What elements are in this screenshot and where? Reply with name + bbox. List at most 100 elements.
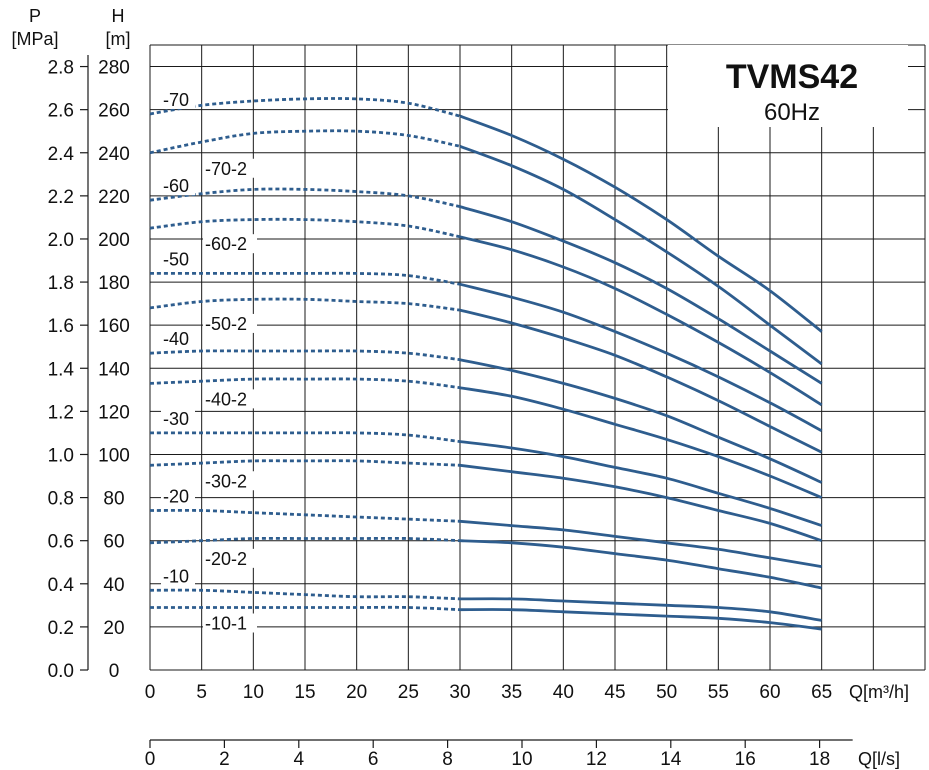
curve-solid-segment — [459, 114, 823, 333]
curve-label-background — [161, 329, 195, 349]
head-tick-label: 80 — [103, 489, 124, 510]
curve-label: -60-2 — [205, 234, 247, 254]
curve-solid-segment — [459, 205, 823, 385]
flow-m3h-tick-label: 10 — [243, 682, 264, 703]
curve-label: -40 — [163, 329, 189, 349]
head-tick-label: 220 — [98, 187, 130, 208]
flow-m3h-tick-label: 40 — [553, 682, 574, 703]
pressure-axis-label: P — [29, 6, 41, 26]
curve-dotted-segment — [149, 536, 461, 545]
curve-solid-segment — [459, 308, 823, 454]
head-tick-label: 100 — [98, 445, 130, 466]
head-tick-label: 280 — [98, 58, 130, 79]
pressure-tick-label: 0.4 — [48, 575, 75, 596]
flow-m3h-tick-label: 35 — [501, 682, 522, 703]
curve-label: -60 — [163, 176, 189, 196]
head-tick-label: 140 — [98, 359, 130, 380]
flow-ls-tick-label: 2 — [219, 749, 230, 770]
curve-solid-segment — [459, 539, 822, 590]
curve-label: -10 — [163, 566, 189, 586]
flow-m3h-tick-label: 15 — [294, 682, 315, 703]
pressure-tick-label: 1.2 — [48, 402, 74, 423]
curve-label: -20 — [163, 487, 189, 507]
curve-label-background — [203, 158, 257, 178]
head-tick-label: 60 — [103, 532, 124, 553]
head-axis-unit: [m] — [106, 29, 131, 49]
flow-m3h-tick-label: 50 — [656, 682, 677, 703]
curve-label-background — [161, 176, 195, 196]
pressure-tick-label: 0.8 — [48, 489, 74, 510]
flow-ls-tick-label: 10 — [511, 749, 532, 770]
flow-axis-label-ls: Q[l/s] — [858, 749, 900, 769]
curve-dotted-segment — [149, 377, 461, 390]
curve-label: -20-2 — [205, 549, 247, 569]
curve-dotted-segment — [149, 349, 461, 362]
curve-label: -30-2 — [205, 471, 247, 491]
flow-axis-label-m3h: Q[m³/h] — [849, 682, 909, 702]
curve-label-background — [203, 613, 257, 633]
head-axis-label: H — [112, 6, 125, 26]
curve-label-background — [161, 408, 195, 428]
curve-label-background — [203, 548, 257, 568]
pressure-tick-label: 2.4 — [48, 144, 75, 165]
curve-dotted-segment — [149, 431, 461, 443]
curves: -70 -70-2 -60 -60-2 -50 -50-2 -40 -40-2 -30 -30-2… — [149, 89, 823, 634]
curve-solid-segment — [459, 235, 823, 407]
curve-solid-segment — [459, 440, 823, 527]
curve-label-background — [161, 566, 195, 586]
curve-solid-segment — [459, 463, 823, 543]
flow-m3h-tick-label: 5 — [196, 682, 207, 703]
curve-dotted-segment — [149, 187, 461, 208]
curve-solid-segment — [459, 519, 822, 568]
flow-ls-tick-label: 16 — [735, 749, 756, 770]
pressure-tick-label: 2.8 — [48, 58, 74, 79]
flow-ls-tick-label: 8 — [442, 749, 453, 770]
flow-ls-tick-label: 4 — [294, 749, 305, 770]
flow-ls-tick-label: 14 — [660, 749, 682, 770]
flow-ls-tick-label: 12 — [586, 749, 607, 770]
flow-ls-tick-label: 0 — [145, 749, 156, 770]
curve-dotted-segment — [149, 508, 461, 523]
axes: 0204060801001201401601802002202402602800… — [48, 55, 853, 770]
pressure-tick-label: 0.2 — [48, 618, 74, 639]
head-tick-label: 200 — [98, 230, 130, 251]
curve-dotted-segment — [149, 459, 461, 467]
curve-label-background — [203, 389, 257, 409]
curve-label: -10-1 — [205, 614, 247, 634]
flow-m3h-tick-label: 20 — [346, 682, 367, 703]
chart-subtitle: 60Hz — [764, 99, 820, 126]
head-tick-label: 160 — [98, 316, 130, 337]
curve-solid-segment — [459, 358, 823, 484]
curve-label: -50-2 — [205, 314, 247, 334]
curve-label-background — [203, 313, 257, 333]
pressure-tick-label: 2.6 — [48, 101, 74, 122]
head-tick-label: 40 — [103, 575, 124, 596]
curve-solid-segment — [459, 144, 823, 366]
head-tick-label: 240 — [98, 144, 130, 165]
curve-dotted-segment — [149, 129, 461, 155]
flow-m3h-tick-label: 55 — [708, 682, 729, 703]
flow-ls-tick-label: 18 — [809, 749, 830, 770]
head-tick-label: 0 — [109, 661, 120, 682]
curve-solid-segment — [459, 597, 822, 622]
pressure-tick-label: 2.0 — [48, 230, 74, 251]
curve-label: -40-2 — [205, 389, 247, 409]
flow-m3h-tick-label: 45 — [604, 682, 625, 703]
flow-m3h-tick-label: 25 — [398, 682, 419, 703]
pressure-axis-unit: [MPa] — [11, 29, 58, 49]
pressure-tick-label: 1.6 — [48, 316, 74, 337]
curve-solid-segment — [459, 282, 823, 433]
flow-m3h-tick-label: 30 — [449, 682, 470, 703]
pressure-tick-label: 1.8 — [48, 273, 74, 294]
head-tick-label: 20 — [103, 618, 124, 639]
curve-label-background — [161, 486, 195, 506]
title-box: TVMS42 60Hz — [668, 45, 908, 127]
head-tick-label: 260 — [98, 101, 130, 122]
flow-ls-tick-label: 6 — [368, 749, 379, 770]
curve-label-background — [203, 471, 257, 491]
flow-m3h-tick-label: 0 — [145, 682, 156, 703]
curve-label: -70 — [163, 90, 189, 110]
head-tick-label: 180 — [98, 273, 130, 294]
pressure-tick-label: 2.2 — [48, 187, 74, 208]
